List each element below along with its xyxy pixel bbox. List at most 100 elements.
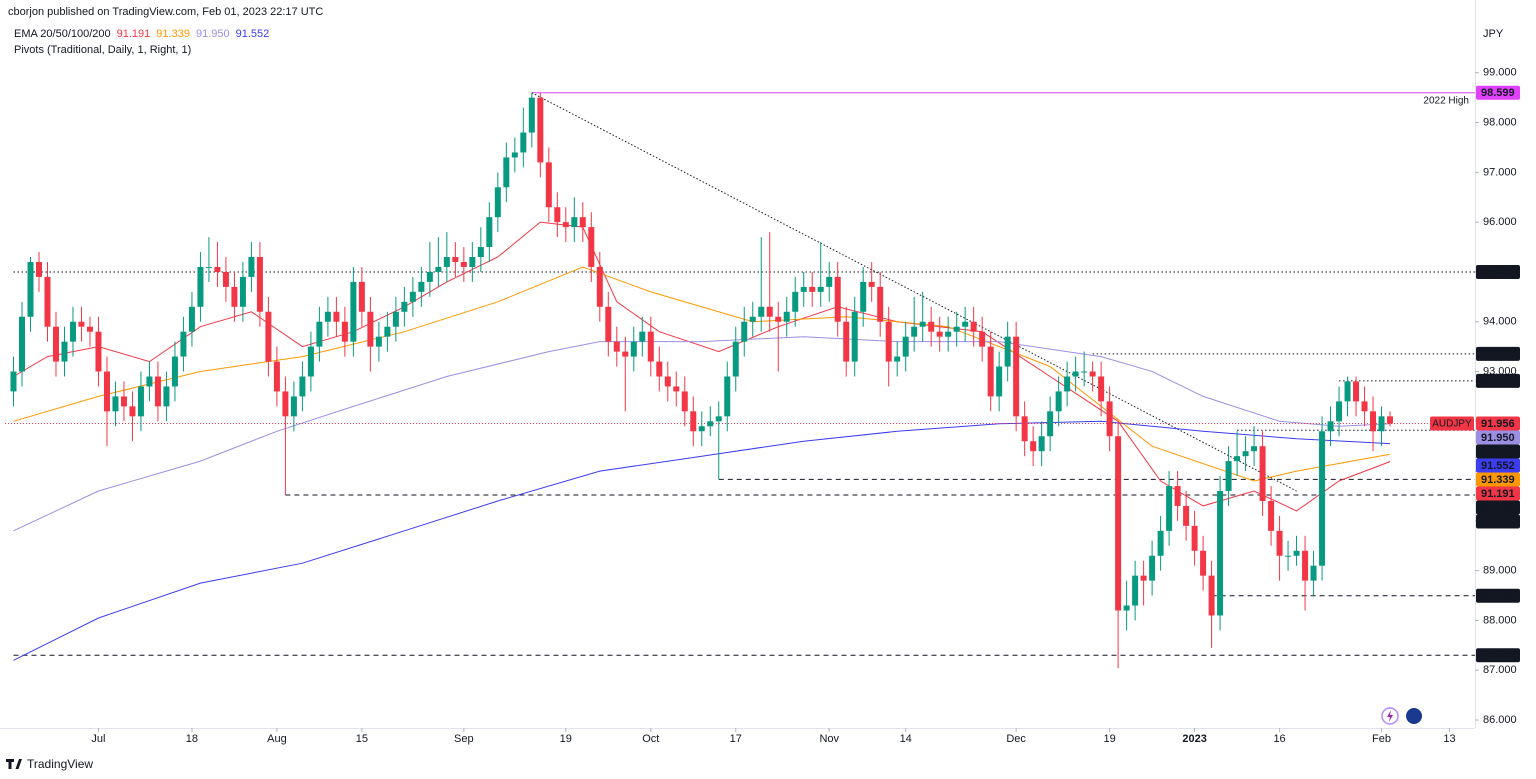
candle-body — [350, 281, 357, 342]
price-tag — [1476, 500, 1520, 515]
price-tag-label: 88.496 — [1481, 590, 1515, 602]
candle-body — [1361, 401, 1368, 412]
candle-body — [690, 411, 697, 432]
candle-body — [1208, 575, 1215, 616]
candle-body — [596, 266, 603, 307]
x-tick-label: Aug — [267, 733, 287, 745]
candle-body — [656, 361, 663, 377]
candle-body — [1004, 336, 1011, 367]
candle-body — [970, 321, 977, 332]
symbol-tag — [1430, 416, 1474, 431]
y-tick-label: 94.000 — [1483, 316, 1517, 328]
candle-body — [154, 376, 161, 407]
candle-body — [979, 331, 986, 347]
candle-body — [1327, 421, 1334, 432]
ema-line — [13, 336, 1391, 532]
y-tick-label: 88.000 — [1483, 614, 1517, 626]
candle-body — [1021, 416, 1028, 442]
candle-body — [775, 316, 782, 322]
pivots-legend: Pivots (Traditional, Daily, 1, Right, 1) — [14, 44, 191, 56]
candle-body — [647, 331, 654, 362]
trendline — [531, 92, 1297, 492]
candle-body — [112, 396, 119, 412]
candle-body — [69, 321, 76, 342]
candle-body — [44, 276, 51, 327]
price-tag-label: 91.552 — [1481, 460, 1515, 472]
candle-body — [1072, 371, 1079, 377]
candle-body — [188, 306, 195, 332]
candle-body — [299, 376, 306, 397]
candle-body — [1055, 391, 1062, 412]
x-tick-label: Dec — [1006, 733, 1026, 745]
candle-body — [579, 217, 586, 228]
y-tick-label: 99.000 — [1483, 67, 1517, 79]
candle-body — [1030, 441, 1037, 452]
x-tick-label: Nov — [819, 733, 839, 745]
candle-body — [273, 361, 280, 392]
candle-body — [307, 346, 314, 377]
ema-value: 91.339 — [156, 28, 190, 40]
price-tag — [1476, 514, 1520, 529]
candle-body — [265, 311, 272, 362]
candle-body — [732, 341, 739, 377]
candle-body — [1174, 486, 1181, 506]
candle-body — [78, 321, 85, 327]
candle-body — [460, 261, 467, 267]
candle-body — [571, 217, 578, 228]
candle-body — [1064, 376, 1071, 392]
price-tag-label: 91.950 — [1481, 432, 1515, 444]
candle-body — [758, 306, 765, 317]
candle-body — [333, 311, 340, 322]
candle-body — [1200, 550, 1207, 576]
candle-body — [290, 396, 297, 417]
candle-body — [120, 396, 127, 407]
candle-body — [180, 331, 187, 357]
y-tick-label: 96.000 — [1483, 216, 1517, 228]
candle-body — [1370, 411, 1377, 432]
price-tag-label: 91.339 — [1481, 474, 1515, 486]
candle-body — [129, 406, 136, 417]
price-tag-label: 92.813 — [1481, 375, 1515, 387]
candle-body — [1047, 411, 1054, 437]
ema-line — [13, 221, 1391, 512]
price-tag — [1476, 648, 1520, 663]
candle-body — [894, 356, 901, 362]
candle-body — [843, 321, 850, 362]
candle-body — [52, 326, 59, 362]
candle-body — [664, 376, 671, 387]
candle-body — [469, 257, 476, 267]
candle-body — [409, 291, 416, 302]
candle-body — [588, 227, 595, 267]
candle-body — [707, 421, 714, 427]
candle-body — [936, 331, 943, 337]
candle-body — [749, 316, 756, 322]
price-tag — [1476, 444, 1520, 459]
candle-body — [1259, 446, 1266, 501]
price-tag — [1476, 588, 1520, 603]
candle-body — [520, 132, 527, 153]
candle-body — [817, 286, 824, 292]
candle-body — [10, 371, 17, 392]
candle-body — [545, 162, 552, 208]
candle-body — [503, 157, 510, 188]
candle-body — [494, 187, 501, 218]
x-tick-label: 2023 — [1182, 733, 1206, 745]
y-tick-label: 89.000 — [1483, 565, 1517, 577]
candle-body — [1319, 431, 1326, 566]
candle-body — [1038, 436, 1045, 452]
candle-body — [1013, 336, 1020, 417]
candle-body — [1149, 555, 1156, 581]
candle-body — [95, 331, 102, 372]
ema-line — [13, 420, 1391, 661]
x-tick-label: 14 — [900, 733, 912, 745]
candle-body — [809, 286, 816, 292]
candle-body — [766, 306, 773, 317]
candle-body — [27, 261, 34, 317]
candle-body — [741, 321, 748, 342]
candle-body — [435, 266, 442, 272]
flag-icon[interactable] — [1406, 708, 1422, 724]
price-tag — [1476, 85, 1520, 100]
candle-body — [103, 371, 110, 412]
candle-body — [987, 346, 994, 397]
